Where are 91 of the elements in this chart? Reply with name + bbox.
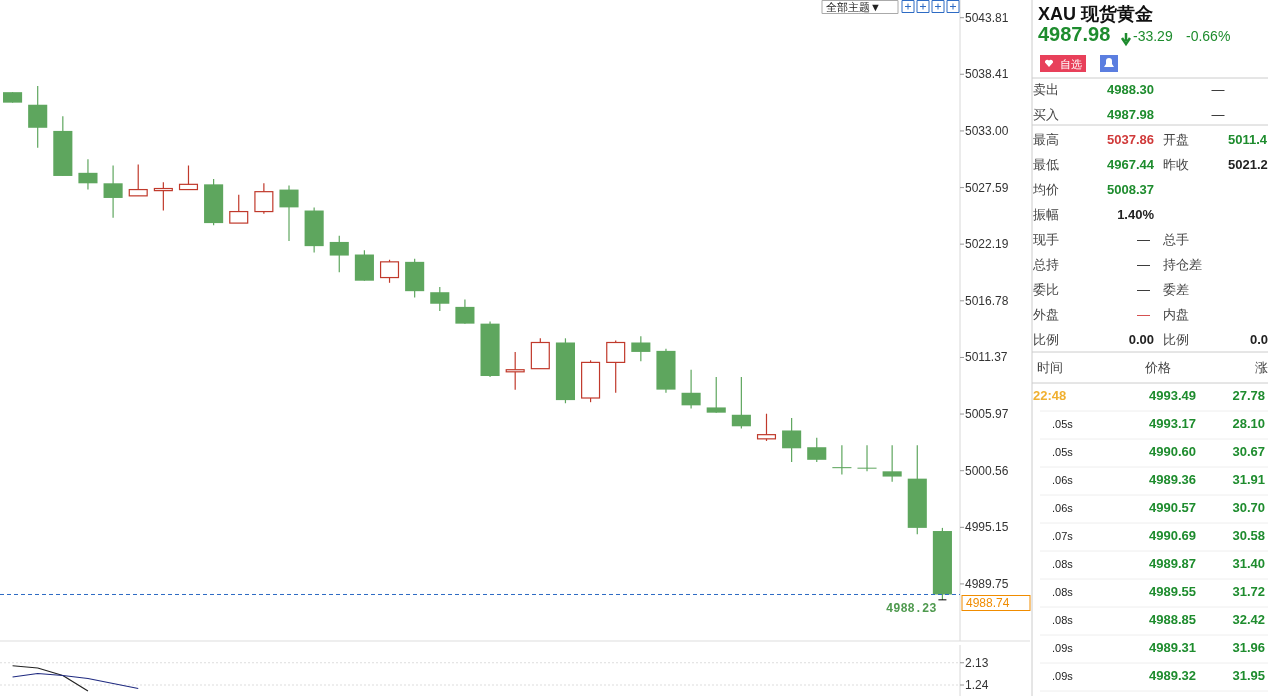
text: 4990.57 [1149, 500, 1196, 515]
text: 4989.31 [1149, 640, 1196, 655]
text: 时间 [1037, 360, 1063, 375]
text: 4989.36 [1149, 472, 1196, 487]
text: 昨收 [1163, 157, 1189, 172]
text: 内盘 [1163, 307, 1189, 322]
y-tick-label: 5027.59 [965, 180, 1009, 195]
text: 开盘 [1163, 132, 1189, 147]
text: 持仓差 [1163, 257, 1202, 272]
text: 卖出 [1033, 82, 1059, 97]
text: 4990.60 [1149, 444, 1196, 459]
text: 32.42 [1232, 612, 1265, 627]
text: 价格 [1144, 360, 1171, 375]
y-tick-label: 5000.56 [965, 463, 1009, 478]
text: 自选 [1060, 58, 1082, 70]
text: .08s [1052, 586, 1074, 598]
text: .06s [1052, 502, 1074, 514]
annotation: 全部主题▼ [826, 1, 881, 13]
text: 4987.98 [1107, 107, 1154, 122]
text: 比例 [1163, 332, 1189, 347]
text: .09s [1052, 642, 1074, 654]
y-tick-label: 4989.75 [965, 576, 1009, 591]
text: 最低 [1033, 157, 1059, 172]
text: 5021.2 [1228, 157, 1268, 172]
y-tick-label: 1.24 [965, 678, 989, 692]
annotation: 4988.23 [885, 601, 937, 616]
text: .08s [1052, 558, 1074, 570]
y-tick-label: 2.13 [965, 655, 989, 670]
y-tick-label: 5043.81 [965, 10, 1009, 25]
text: 4989.87 [1149, 556, 1196, 571]
text: — [1211, 82, 1225, 97]
text: XAU 现货黄金 [1038, 4, 1154, 24]
text: — [1137, 282, 1150, 297]
text: 4990.69 [1149, 528, 1196, 543]
text: 4989.32 [1149, 668, 1196, 683]
text: 4988.30 [1107, 82, 1154, 97]
text: 涨 [1255, 360, 1268, 375]
y-tick-label: 5011.37 [965, 350, 1008, 365]
text: 委差 [1163, 282, 1189, 297]
text: 22:48 [1033, 388, 1067, 403]
text: 4993.49 [1149, 388, 1196, 403]
text: 30.67 [1232, 444, 1265, 459]
y-tick-label: 5016.78 [965, 293, 1009, 308]
text: 5011.4 [1228, 132, 1268, 147]
text: 1.40% [1117, 207, 1155, 222]
text: 最高 [1033, 132, 1059, 147]
y-tick-label: 5038.41 [965, 67, 1009, 82]
text: 5008.37 [1107, 182, 1154, 197]
text: 4987.98 [1038, 23, 1111, 45]
y-tick-label: 5033.00 [965, 123, 1009, 138]
y-tick-label: 5005.97 [965, 407, 1009, 422]
text: 总持 [1032, 257, 1059, 272]
text: 均价 [1032, 182, 1059, 197]
text: 4967.44 [1107, 157, 1155, 172]
text: 31.91 [1232, 472, 1265, 487]
text: .05s [1052, 418, 1074, 430]
ref-line-label: 4988.74 [966, 596, 1010, 611]
text: — [1211, 107, 1225, 122]
text: 买入 [1033, 107, 1059, 122]
text: — [1137, 257, 1150, 272]
text: 总手 [1162, 232, 1189, 247]
text: 比例 [1033, 332, 1059, 347]
text: .08s [1052, 614, 1074, 626]
text: 31.95 [1232, 668, 1265, 683]
text: 0.0 [1250, 332, 1268, 347]
text: .05s [1052, 446, 1074, 458]
text: 4988.85 [1149, 612, 1196, 627]
text: .07s [1052, 530, 1074, 542]
text: 30.70 [1232, 500, 1265, 515]
text: 0.00 [1128, 332, 1154, 347]
text: .06s [1052, 474, 1074, 486]
y-tick-label: 5022.19 [965, 237, 1009, 252]
text: 31.40 [1232, 556, 1265, 571]
text: — [1137, 307, 1150, 322]
text: 31.72 [1232, 584, 1265, 599]
text: 现手 [1033, 232, 1059, 247]
text: 27.78 [1232, 388, 1265, 403]
text: 振幅 [1033, 207, 1059, 222]
text: 31.96 [1232, 640, 1265, 655]
text: 4989.55 [1149, 584, 1196, 599]
text: -33.29 [1133, 28, 1173, 44]
text: 委比 [1033, 282, 1059, 297]
text: 4993.17 [1149, 416, 1196, 431]
y-tick-label: 4995.15 [965, 520, 1009, 535]
text: 外盘 [1033, 307, 1059, 322]
text: 28.10 [1232, 416, 1265, 431]
text: — [1137, 232, 1150, 247]
text: 30.58 [1232, 528, 1265, 543]
text: .09s [1052, 670, 1074, 682]
text: -0.66% [1186, 28, 1231, 44]
text: 5037.86 [1107, 132, 1154, 147]
